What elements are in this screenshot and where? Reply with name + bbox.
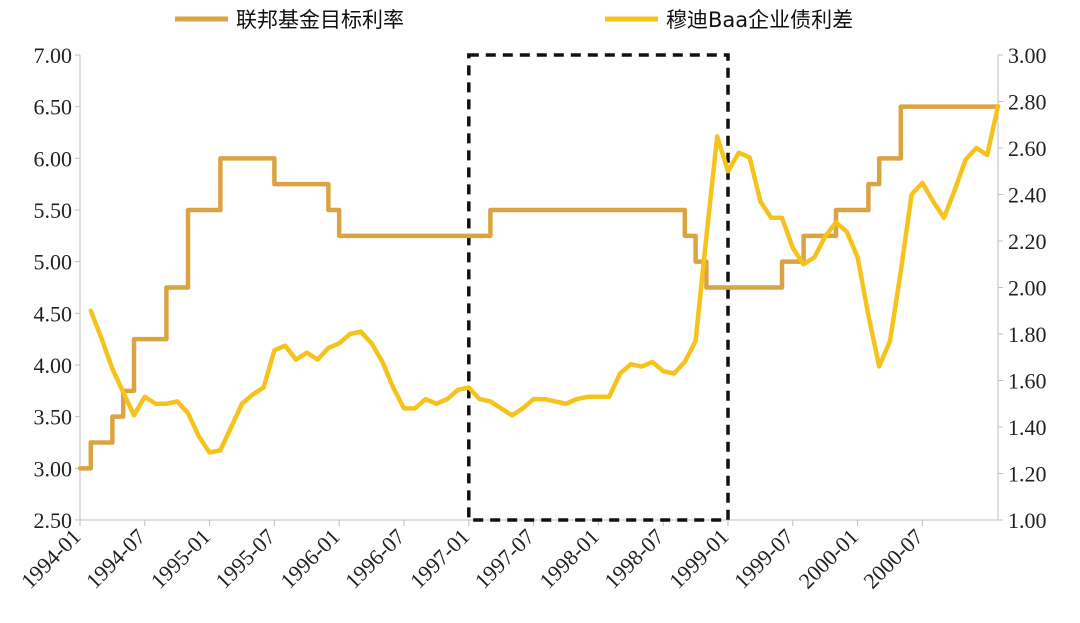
y-left-tick-label: 3.00 (34, 456, 73, 481)
x-tick-label: 1998-01 (534, 524, 604, 594)
x-tick-label: 2000-07 (858, 524, 928, 594)
x-tick-label: 1995-07 (210, 524, 280, 594)
legend-label-baa-spread: 穆迪Baa企业债利差 (666, 8, 853, 32)
series-line-fed-rate (77, 104, 1001, 471)
x-tick-label: 1996-01 (275, 524, 345, 594)
x-tick-label: 1997-01 (405, 524, 475, 594)
y-right-tick-label: 2.60 (1008, 136, 1047, 161)
y-right-tick-label: 2.00 (1008, 276, 1047, 301)
y-right-tick-label: 1.40 (1008, 415, 1047, 440)
y-left-tick-label: 3.50 (34, 405, 73, 430)
dashed-highlight-box (467, 53, 730, 522)
x-tick-label: 1999-01 (664, 524, 734, 594)
y-left-tick-label: 2.50 (34, 508, 73, 533)
y-right-tick-label: 3.00 (1008, 43, 1047, 68)
x-tick-label: 1994-01 (16, 524, 86, 594)
y-right-tick-label: 1.80 (1008, 322, 1047, 347)
y-right-tick-label: 1.60 (1008, 369, 1047, 394)
x-tick-label: 1995-01 (146, 524, 216, 594)
y-right-tick-label: 1.00 (1008, 508, 1047, 533)
y-left-tick-label: 5.50 (34, 198, 73, 223)
x-tick-label: 1998-07 (599, 524, 669, 594)
y-right-tick-label: 2.80 (1008, 90, 1047, 115)
y-right-tick-label: 2.20 (1008, 229, 1047, 254)
legend: 联邦基金目标利率 穆迪Baa企业债利差 (175, 8, 853, 32)
y-left-tick-label: 7.00 (34, 43, 73, 68)
highlight-region (467, 53, 730, 522)
y-left-tick-label: 6.50 (34, 95, 73, 120)
x-tick-label: 1999-07 (729, 524, 799, 594)
x-tick-label: 1996-07 (340, 524, 410, 594)
x-tick-label: 1994-07 (81, 524, 151, 594)
y-right-tick-label: 1.20 (1008, 462, 1047, 487)
y-left-tick-label: 6.00 (34, 146, 73, 171)
y-left-tick-label: 4.00 (34, 353, 73, 378)
plot-area (77, 103, 1001, 471)
y-left-tick-label: 5.00 (34, 250, 73, 275)
series-line-baa-spread (88, 103, 1001, 455)
y-right-tick-label: 2.40 (1008, 183, 1047, 208)
x-tick-label: 2000-01 (794, 524, 864, 594)
legend-label-fed-rate: 联邦基金目标利率 (236, 8, 404, 32)
x-tick-label: 1997-07 (470, 524, 540, 594)
y-left-tick-label: 4.50 (34, 301, 73, 326)
